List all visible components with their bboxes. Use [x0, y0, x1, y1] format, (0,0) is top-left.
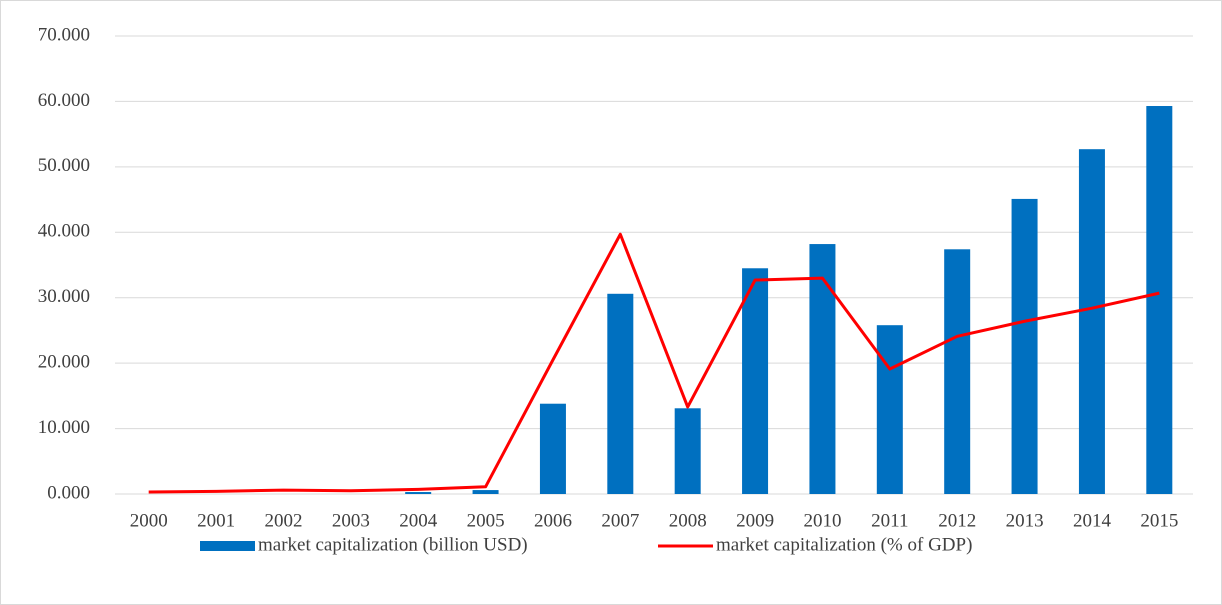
y-tick-label: 50.000 — [38, 155, 90, 176]
x-tick-label: 2001 — [197, 510, 235, 531]
line — [148, 232, 1160, 494]
x-tick-label: 2007 — [601, 510, 639, 531]
x-tick-label: 2010 — [803, 510, 841, 531]
x-tick-label: 2003 — [332, 510, 370, 531]
x-tick-label: 2002 — [264, 510, 302, 531]
y-tick-label: 10.000 — [38, 417, 90, 438]
x-tick-label: 2008 — [669, 510, 707, 531]
x-tick-label: 2000 — [130, 510, 168, 531]
bar — [607, 293, 634, 494]
legend-swatch — [200, 541, 255, 551]
x-tick-label: 2012 — [938, 510, 976, 531]
legend-label: market capitalization (% of GDP) — [716, 534, 972, 555]
x-tick-label: 2013 — [1006, 510, 1044, 531]
x-tick-label: 2011 — [871, 510, 908, 531]
y-tick-label: 70.000 — [38, 24, 90, 45]
bar — [742, 268, 769, 494]
bar — [539, 403, 566, 494]
bar — [1078, 149, 1105, 495]
y-tick-label: 40.000 — [38, 221, 90, 242]
bar — [876, 325, 903, 494]
x-tick-label: 2015 — [1140, 510, 1178, 531]
bar — [405, 492, 432, 494]
bar — [674, 408, 701, 494]
bar — [1146, 106, 1173, 494]
x-tick-label: 2004 — [399, 510, 438, 531]
y-tick-label: 20.000 — [38, 352, 90, 373]
bar — [1011, 198, 1038, 494]
x-tick-label: 2014 — [1073, 510, 1112, 531]
x-tick-label: 2006 — [534, 510, 572, 531]
x-tick-label: 2009 — [736, 510, 774, 531]
y-tick-label: 0.000 — [47, 482, 90, 503]
x-tick-label: 2005 — [467, 510, 505, 531]
bar — [944, 249, 971, 494]
bar — [809, 244, 836, 494]
bar — [472, 490, 499, 494]
legend-label: market capitalization (billion USD) — [258, 534, 528, 555]
y-tick-label: 60.000 — [38, 90, 90, 111]
y-tick-label: 30.000 — [38, 286, 90, 307]
